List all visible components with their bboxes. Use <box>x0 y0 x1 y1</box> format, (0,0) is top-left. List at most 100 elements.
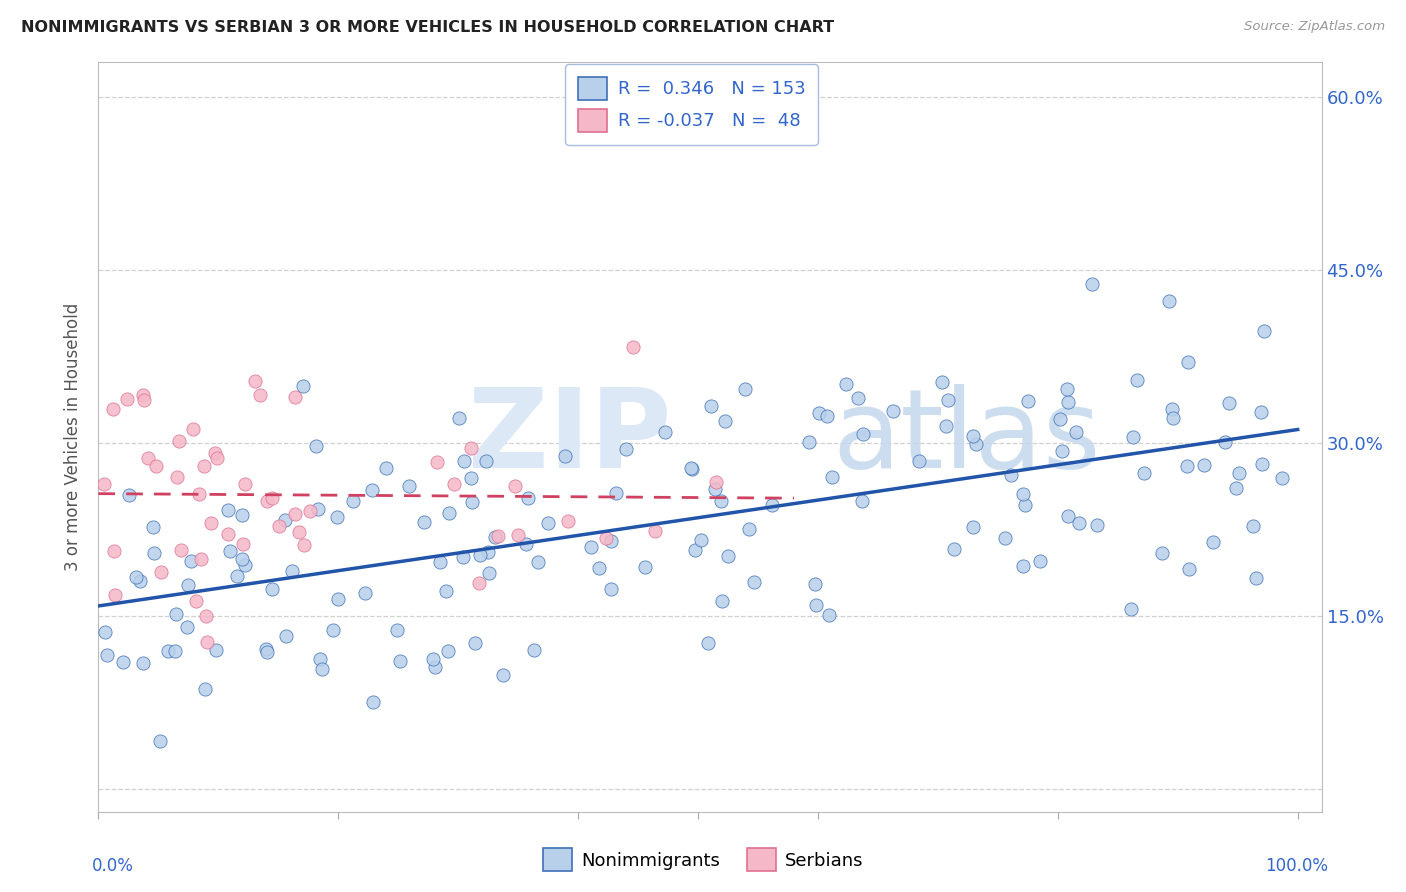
Point <box>808 407 831 421</box>
Point <box>131 657 153 671</box>
Point <box>274 513 297 527</box>
Point <box>1069 516 1091 531</box>
Point <box>134 393 156 408</box>
Point <box>309 651 332 665</box>
Point <box>231 551 253 566</box>
Point <box>993 532 1015 546</box>
Point <box>243 374 266 388</box>
Point <box>1012 487 1035 501</box>
Point <box>835 376 858 391</box>
Point <box>412 515 434 529</box>
Point <box>683 543 706 558</box>
Point <box>614 442 637 456</box>
Point <box>112 655 135 669</box>
Point <box>449 411 471 425</box>
Point <box>1160 402 1182 417</box>
Point <box>200 516 222 530</box>
Point <box>149 565 172 579</box>
Point <box>942 542 965 557</box>
Point <box>654 425 676 440</box>
Point <box>325 509 347 524</box>
Point <box>128 574 150 588</box>
Point <box>821 470 844 484</box>
Point <box>342 494 364 508</box>
Point <box>588 561 610 575</box>
Point <box>475 454 498 468</box>
Point <box>193 682 215 697</box>
Text: Source: ZipAtlas.com: Source: ZipAtlas.com <box>1244 20 1385 33</box>
Point <box>709 494 731 508</box>
Point <box>815 409 838 423</box>
Point <box>145 459 167 474</box>
Point <box>437 506 460 520</box>
Text: NONIMMIGRANTS VS SERBIAN 3 OR MORE VEHICLES IN HOUSEHOLD CORRELATION CHART: NONIMMIGRANTS VS SERBIAN 3 OR MORE VEHIC… <box>21 20 834 35</box>
Point <box>217 503 239 517</box>
Point <box>425 659 447 673</box>
Point <box>274 629 297 643</box>
Point <box>157 644 180 658</box>
Point <box>305 440 328 454</box>
Text: ZIP: ZIP <box>468 384 671 491</box>
Point <box>634 560 657 574</box>
Point <box>1192 458 1215 473</box>
Point <box>1132 467 1154 481</box>
Point <box>931 375 953 389</box>
Point <box>623 340 645 354</box>
Point <box>804 577 827 591</box>
Point <box>761 498 783 512</box>
Text: atlas: atlas <box>832 384 1101 491</box>
Point <box>523 642 546 657</box>
Point <box>506 528 529 542</box>
Point <box>443 476 465 491</box>
Point <box>453 550 475 565</box>
Point <box>453 454 475 468</box>
Point <box>517 491 540 505</box>
Point <box>1161 410 1184 425</box>
Point <box>353 586 375 600</box>
Point <box>284 390 307 404</box>
Point <box>181 422 204 436</box>
Point <box>536 516 558 531</box>
Point <box>882 404 904 418</box>
Point <box>188 487 211 501</box>
Point <box>503 479 526 493</box>
Point <box>595 532 617 546</box>
Point <box>233 558 256 573</box>
Point <box>398 478 420 492</box>
Point <box>256 645 278 659</box>
Point <box>1081 277 1104 291</box>
Point <box>717 549 740 564</box>
Point <box>195 634 218 648</box>
Point <box>436 644 458 658</box>
Point <box>361 695 384 709</box>
Point <box>249 388 271 402</box>
Point <box>1175 458 1198 473</box>
Point <box>1218 395 1240 409</box>
Point <box>204 643 226 657</box>
Point <box>118 488 141 502</box>
Point <box>167 434 190 448</box>
Point <box>205 451 228 466</box>
Point <box>226 569 249 583</box>
Point <box>690 533 713 547</box>
Point <box>460 471 482 485</box>
Point <box>1241 518 1264 533</box>
Point <box>165 607 187 622</box>
Point <box>600 534 623 549</box>
Point <box>254 641 277 656</box>
Point <box>195 609 218 624</box>
Point <box>1049 412 1071 426</box>
Point <box>681 462 703 476</box>
Point <box>1202 535 1225 549</box>
Point <box>1017 393 1039 408</box>
Point <box>557 514 579 528</box>
Point <box>714 414 737 428</box>
Point <box>486 529 509 543</box>
Point <box>1126 373 1149 387</box>
Point <box>231 508 253 522</box>
Point <box>1177 355 1199 369</box>
Point <box>322 624 344 638</box>
Point <box>131 388 153 402</box>
Point <box>1250 405 1272 419</box>
Point <box>554 450 576 464</box>
